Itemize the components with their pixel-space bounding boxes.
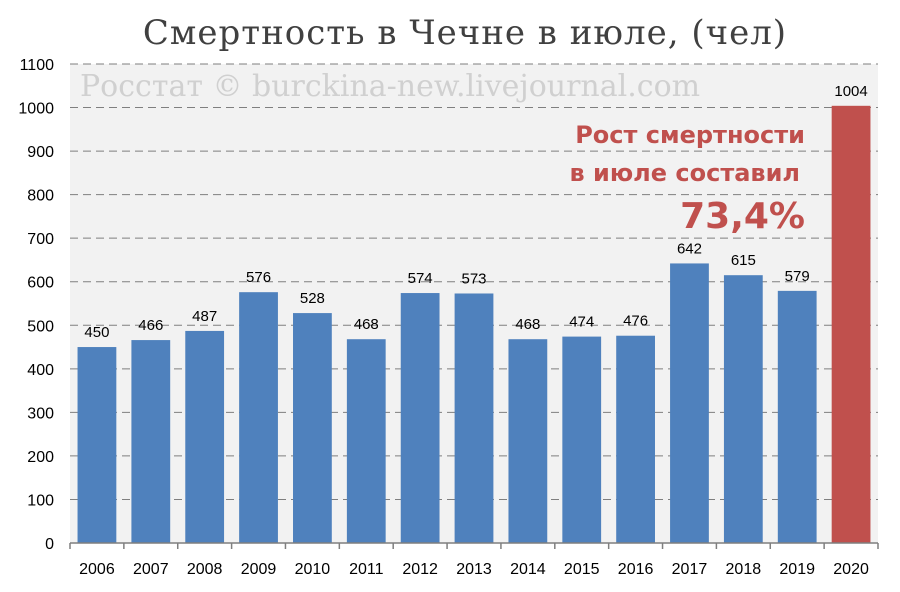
y-tick-label: 200	[27, 449, 54, 466]
data-label: 528	[300, 290, 325, 307]
bar	[77, 347, 117, 543]
annotation-value: 73,4%	[680, 196, 805, 237]
bar	[670, 263, 709, 543]
watermark: Росстат © burckina-new.livejournal.com	[80, 69, 700, 104]
x-tick-label: 2019	[779, 561, 815, 578]
bar	[777, 290, 817, 543]
y-tick-label: 600	[27, 275, 54, 292]
y-tick-label: 400	[27, 362, 54, 379]
data-label: 573	[461, 270, 486, 287]
y-tick-label: 700	[27, 231, 54, 248]
x-tick-label: 2014	[510, 561, 546, 578]
y-tick-label: 800	[27, 188, 54, 205]
y-axis: 0 100 200 300 400 500 600 700 800 900 1000 1100	[18, 57, 54, 553]
x-tick-label: 2009	[241, 561, 277, 578]
y-tick-label: 500	[27, 318, 54, 335]
x-tick-label: 2017	[672, 561, 708, 578]
y-tick-label: 100	[27, 492, 54, 509]
annotation-line-1: Рост смертности	[575, 121, 805, 149]
y-tick-label: 900	[27, 144, 54, 161]
bars	[77, 105, 871, 543]
y-tick-label: 1100	[20, 57, 55, 74]
x-tick-label: 2006	[79, 561, 115, 578]
data-labels: 450 466 487 576 528 468 574 573 468 474 476 642 615 5…	[84, 83, 867, 341]
y-tick-label: 0	[45, 536, 54, 553]
chart-title: Смертность в Чечне в июле, (чел)	[143, 13, 787, 53]
bar	[508, 339, 548, 543]
data-label: 615	[731, 252, 756, 269]
bar	[131, 340, 171, 543]
y-tick-label: 300	[27, 405, 54, 422]
data-label: 476	[623, 313, 648, 330]
x-tick-label: 2016	[618, 561, 654, 578]
x-tick-label: 2018	[726, 561, 762, 578]
x-tick-label: 2012	[402, 561, 438, 578]
bar	[831, 105, 871, 543]
x-tick-label: 2010	[295, 561, 331, 578]
bar	[723, 275, 763, 543]
x-tick-label: 2011	[349, 561, 384, 578]
data-label: 574	[408, 270, 433, 287]
x-tick-label: 2020	[833, 561, 869, 578]
x-tick-label: 2008	[187, 561, 223, 578]
data-label: 474	[569, 314, 594, 331]
data-label: 466	[138, 317, 163, 334]
x-axis: 2006 2007 2008 2009 2010 2011 2012 2013 2014 2015…	[69, 542, 879, 578]
data-label: 576	[246, 269, 271, 286]
bar	[239, 292, 278, 543]
y-tick-label: 1000	[18, 101, 54, 118]
bar	[185, 330, 225, 543]
data-label: 1004	[834, 83, 867, 100]
x-tick-label: 2015	[564, 561, 600, 578]
data-label: 468	[354, 316, 379, 333]
bar	[562, 336, 602, 543]
data-label: 468	[515, 316, 540, 333]
bar	[616, 335, 655, 543]
bar	[293, 313, 332, 543]
x-tick-label: 2007	[133, 561, 169, 578]
data-label: 487	[192, 308, 217, 325]
bar	[454, 293, 494, 543]
annotation-line-2: в июле составил	[569, 159, 800, 187]
data-label: 579	[785, 268, 810, 285]
data-label: 450	[84, 324, 109, 341]
bar	[400, 293, 440, 543]
bar	[346, 339, 386, 543]
x-tick-label: 2013	[456, 561, 492, 578]
data-label: 642	[677, 240, 702, 257]
